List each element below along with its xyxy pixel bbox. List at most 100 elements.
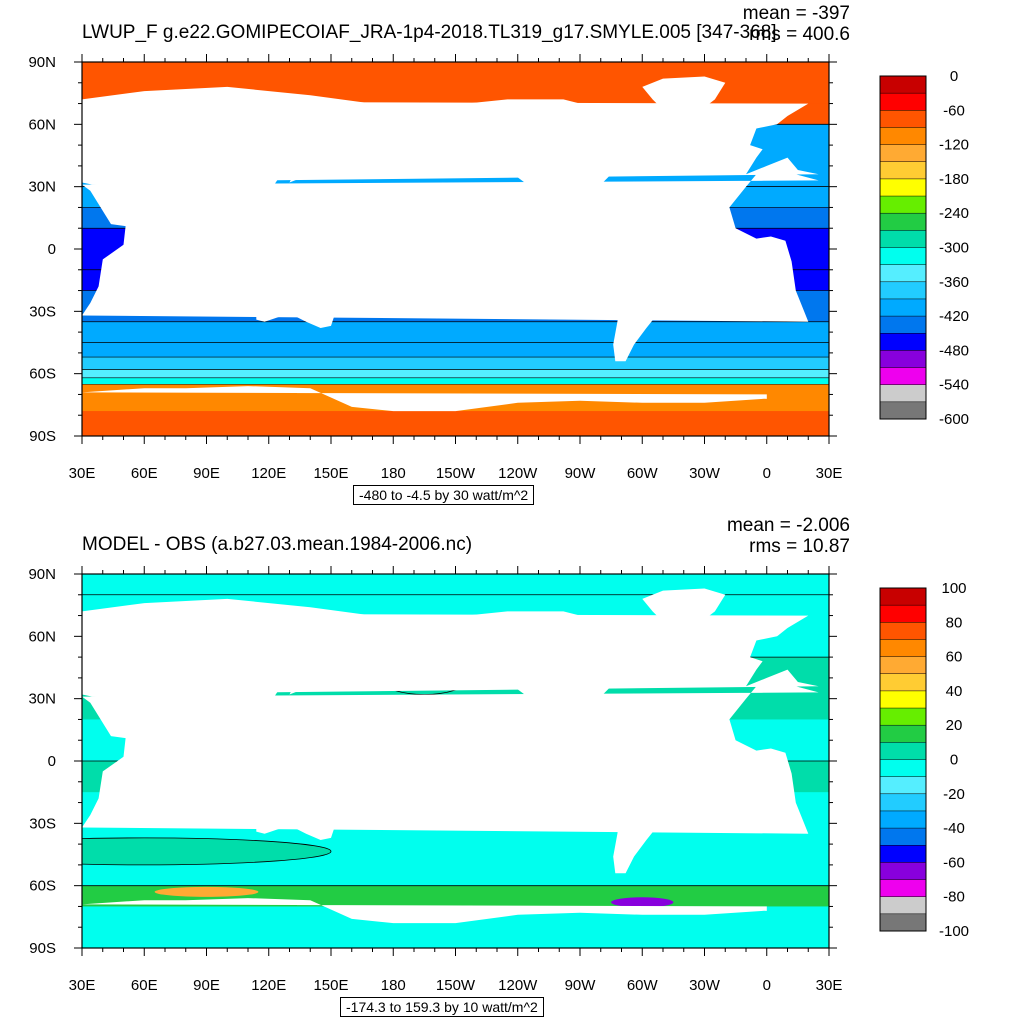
land-africa	[82, 684, 819, 834]
land-australia	[256, 271, 338, 328]
colorbar-swatch	[880, 725, 926, 743]
land-new-guinea	[291, 251, 331, 268]
land-madagascar	[111, 785, 124, 813]
colorbar-swatch	[880, 178, 926, 197]
map-field	[82, 574, 829, 948]
x-tick-label: 90W	[565, 977, 597, 994]
colorbar-swatch	[880, 384, 926, 403]
x-tick-label: 120W	[498, 465, 538, 482]
colorbar-label: -420	[939, 308, 969, 325]
y-tick-label: 90S	[29, 428, 56, 445]
y-tick-label: 60S	[29, 878, 56, 895]
land-madagascar	[111, 273, 124, 301]
colorbar-swatch	[880, 264, 926, 283]
x-tick-label: 30E	[69, 977, 96, 994]
x-tick-label: 90E	[193, 465, 220, 482]
x-tick-label: 150E	[313, 977, 348, 994]
y-tick-label: 0	[48, 241, 56, 258]
panel-title: LWUP_F g.e22.GOMIPECOIAF_JRA-1p4-2018.TL…	[82, 22, 777, 43]
colorbar-swatch	[880, 656, 926, 675]
rms-stat: rms = 10.87	[749, 536, 850, 557]
colorbar-label: 60	[946, 649, 963, 666]
colorbar-label: -600	[939, 411, 969, 428]
y-tick-label: 30S	[29, 815, 56, 832]
colorbar-swatch	[880, 196, 926, 214]
colorbar-swatch	[880, 622, 926, 640]
x-tick-label: 90W	[565, 465, 597, 482]
colorbar-label: -480	[939, 342, 969, 359]
colorbar-swatch	[880, 213, 926, 231]
contour-info-box: -480 to -4.5 by 30 watt/m^2	[353, 485, 535, 505]
x-tick-label: 30W	[689, 977, 721, 994]
contour-info-box: -174.3 to 159.3 by 10 watt/m^2	[340, 997, 544, 1017]
land-africa	[82, 172, 819, 322]
panel-bottom: MODEL - OBS (a.b27.03.mean.1984-2006.nc)…	[0, 512, 1024, 1024]
mean-stat: mean = -2.006	[726, 515, 850, 536]
x-tick-label: 30E	[816, 465, 843, 482]
y-tick-label: 60N	[28, 628, 56, 645]
colorbar-swatch	[880, 144, 926, 163]
x-tick-label: 120E	[251, 465, 286, 482]
x-tick-label: 60E	[131, 977, 158, 994]
colorbar-label: -180	[939, 171, 969, 188]
x-tick-label: 180	[381, 977, 406, 994]
colorbar-swatch	[880, 316, 926, 334]
x-tick-label: 30W	[689, 465, 721, 482]
colorbar-swatch	[880, 588, 926, 606]
map-svg: 30E 60E 90E 120E 150E 180 150W 120W 90W 60W 30W 0 30…	[28, 566, 969, 994]
y-tick-label: 30N	[28, 691, 56, 708]
x-tick-label: 30E	[69, 465, 96, 482]
field-band	[82, 369, 829, 378]
y-tick-label: 0	[48, 753, 56, 770]
colorbar-label: -240	[939, 205, 969, 222]
mean-stat: mean = -397	[742, 3, 850, 24]
map-field	[82, 62, 829, 436]
x-tick-label: 60W	[627, 465, 659, 482]
colorbar-label: -60	[943, 854, 965, 871]
field-band	[82, 377, 829, 385]
colorbar-swatch	[880, 401, 926, 420]
field-band	[82, 357, 829, 370]
colorbar-swatch	[880, 161, 926, 180]
x-tick-label: 120W	[498, 977, 538, 994]
x-tick-label: 0	[763, 977, 771, 994]
colorbar-swatch	[880, 845, 926, 863]
anomaly-patch	[611, 897, 674, 908]
anomaly-patch	[154, 886, 259, 897]
x-tick-label: 30E	[816, 977, 843, 994]
y-tick-label: 60S	[29, 366, 56, 383]
land-australia	[256, 783, 338, 840]
x-tick-label: 150W	[436, 465, 476, 482]
y-tick-label: 90N	[28, 566, 56, 583]
x-tick-label: 60E	[131, 465, 158, 482]
colorbar: 100 80 60 40 20 0 -20 -40 -60 -80 -100	[879, 580, 969, 940]
colorbar: 0 -60 -120 -180 -240 -300 -360 -420 -480 -540 -600	[879, 68, 969, 428]
colorbar-swatch	[880, 759, 926, 777]
colorbar-swatch	[880, 742, 926, 760]
map-svg: 30E 60E 90E 120E 150E 180 150W 120W 90W 60W 30W 0 30…	[28, 54, 969, 482]
y-tick-label: 30S	[29, 303, 56, 320]
colorbar-swatch	[880, 862, 926, 880]
x-tick-label: 180	[381, 465, 406, 482]
x-tick-label: 120E	[251, 977, 286, 994]
colorbar-swatch	[880, 828, 926, 846]
colorbar-label: -20	[943, 786, 965, 803]
x-tick-label: 60W	[627, 977, 659, 994]
colorbar-label: -40	[943, 820, 965, 837]
colorbar-swatch	[880, 76, 926, 94]
colorbar-swatch	[880, 639, 926, 657]
land-japan	[289, 673, 315, 695]
colorbar-swatch	[880, 690, 926, 709]
colorbar-swatch	[880, 230, 926, 248]
colorbar-swatch	[880, 776, 926, 795]
colorbar-label: -360	[939, 274, 969, 291]
colorbar-swatch	[880, 281, 926, 300]
positive-anomaly-patch	[82, 837, 332, 866]
y-tick-label: 90S	[29, 940, 56, 957]
y-tick-label: 90N	[28, 54, 56, 71]
land-sumatra	[216, 238, 240, 262]
land-antarctica	[82, 898, 767, 948]
colorbar-label: -100	[939, 923, 969, 940]
land-antarctica	[82, 386, 767, 436]
colorbar-label: 100	[941, 580, 966, 597]
